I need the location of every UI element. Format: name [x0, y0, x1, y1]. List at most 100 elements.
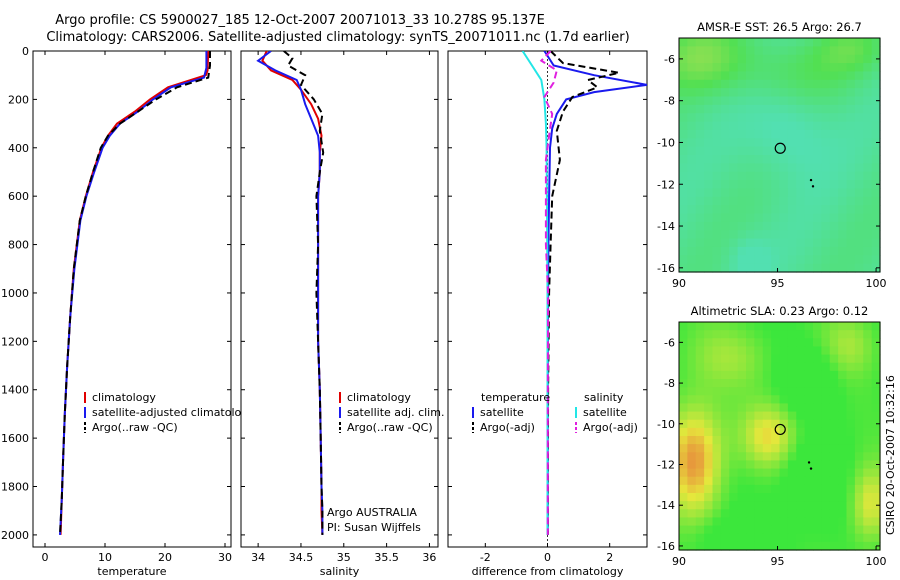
sst_map-cell [871, 196, 881, 206]
sst_map-cell [679, 46, 688, 56]
sla_map-cell [838, 427, 848, 437]
sst_map-cell [712, 104, 722, 114]
sla_map-cell [838, 362, 848, 372]
sst_map-cell [787, 180, 797, 190]
sst_map-cell [729, 213, 739, 223]
sst_map-cell [771, 230, 781, 240]
sla_map-cell [854, 541, 864, 551]
sst_map-cell [704, 138, 714, 148]
sla_map-cell [821, 452, 831, 462]
sst_map-cell [704, 155, 714, 164]
sla_map-cell [871, 525, 881, 535]
sst_map-cell [854, 171, 864, 181]
sst_map-cell [796, 96, 806, 106]
sla_map-cell [854, 411, 864, 421]
sst_map-cell [829, 71, 839, 81]
sst_map-cell [746, 46, 755, 56]
sst_map-cell [829, 38, 839, 47]
sst_map-cell [754, 221, 764, 231]
sst_map-cell [695, 255, 705, 265]
sst_map-cell [695, 171, 705, 181]
sst_map-cell [687, 230, 697, 240]
sla_map-cell [779, 436, 789, 445]
sla_map-cell [779, 525, 789, 535]
sst_map-cell [746, 63, 755, 73]
sla_map-cell [829, 517, 839, 527]
sla_map-cell [813, 484, 822, 494]
sla_map-cell [804, 444, 814, 453]
temperature-xlabel: temperature [97, 565, 166, 578]
sla_map-cell [704, 354, 714, 364]
sst_map-cell [704, 221, 714, 231]
sla_map-cell [804, 411, 814, 421]
sst_map-cell [838, 213, 848, 223]
sst_map-cell [737, 104, 747, 114]
sst_map-cell [704, 71, 714, 81]
temperature-xtick-label: 20 [158, 551, 172, 564]
sla_map-cell [854, 533, 864, 543]
sst_map-cell [804, 46, 814, 56]
sst_map-cell [821, 180, 831, 190]
sst_map-cell [720, 188, 730, 198]
sst_map-cell [746, 246, 755, 256]
sst_map-cell [737, 205, 747, 215]
sla_map-cell [729, 493, 739, 502]
sla_map-cell [854, 346, 864, 356]
temperature-ytick-label: 200 [8, 93, 29, 106]
sst_map-cell [679, 96, 688, 106]
sla_map-cell [787, 403, 797, 413]
sla_map-cell [687, 322, 697, 331]
sla_map-ytick-label: -12 [657, 459, 675, 472]
sla_map-cell [737, 387, 747, 396]
sst_map-cell [729, 255, 739, 265]
sla_map-cell [729, 370, 739, 380]
sst_map-cell [838, 146, 848, 156]
sla_map-cell [787, 370, 797, 380]
sst_map-cell [695, 71, 705, 81]
sla_map-cell [846, 322, 856, 331]
sla_map-cell [863, 484, 873, 494]
sla_map-cell [787, 322, 797, 331]
sla_map-cell [854, 436, 864, 445]
sst_map-cell [679, 79, 688, 89]
sla_map-cell [762, 387, 772, 396]
sst_map-cell [813, 180, 822, 190]
sst_map-cell [762, 79, 772, 89]
sst_map-cell [796, 121, 806, 131]
sla_map-cell [687, 460, 697, 470]
sla_map-cell [854, 476, 864, 486]
sst_map-cell [679, 54, 688, 64]
sst_map-cell [687, 121, 697, 131]
sst_map-cell [704, 188, 714, 198]
sst_map-cell [787, 230, 797, 240]
sla_map-cell [796, 509, 806, 519]
temperature-legend-item-2-label: Argo(..raw -QC) [92, 421, 178, 434]
sla_map-cell [854, 338, 864, 348]
sla_map-cell [838, 436, 848, 445]
sla_map-cell [821, 370, 831, 380]
sst_map-cell [779, 263, 789, 273]
sla_map-cell [695, 501, 705, 510]
sst_map-cell [762, 255, 772, 265]
sst_map-cell [679, 129, 688, 139]
sla_map-cell [712, 460, 722, 470]
sla_map-cell [737, 517, 747, 527]
sla_map-cell [787, 379, 797, 388]
sst_map-cell [771, 38, 781, 47]
sla_map-cell [729, 476, 739, 486]
sla_map-cell [771, 541, 781, 551]
sla_map-cell [863, 468, 873, 478]
sla_map-cell [863, 338, 873, 348]
sst_map-cell [863, 138, 873, 148]
sst_map-cell [687, 196, 697, 206]
sst_map-cell [695, 221, 705, 231]
sst_map-cell [779, 113, 789, 123]
sst_map-cell [737, 196, 747, 206]
sst_map-cell [737, 46, 747, 56]
sla_map-cell [821, 468, 831, 478]
sst_map-cell [846, 38, 856, 47]
temperature-series-argo-raw-qc- [59, 51, 211, 535]
credit-stamp: CSIRO 20-Oct-2007 10:32:16 [884, 375, 897, 535]
sla_map-cell [720, 395, 730, 405]
sst_map-cell [712, 263, 722, 273]
